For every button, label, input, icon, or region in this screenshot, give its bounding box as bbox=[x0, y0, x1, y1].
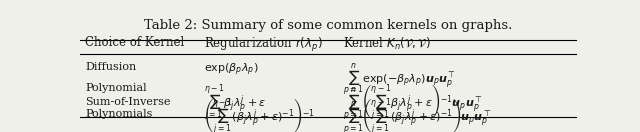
Text: Regularization $r(\lambda_p)$: Regularization $r(\lambda_p)$ bbox=[204, 36, 323, 54]
Text: Kernel $K_n(\mathcal{V}, \mathcal{V})$: Kernel $K_n(\mathcal{V}, \mathcal{V})$ bbox=[343, 36, 431, 52]
Text: $\left(\sum_{j=1}^{\eta-1} (\beta_j \lambda_p^{j} + \epsilon)^{-1}\right)^{-1}$: $\left(\sum_{j=1}^{\eta-1} (\beta_j \lam… bbox=[204, 97, 315, 132]
Text: $\sum_{p=1}^{n} \left(\sum_{j=1}^{\eta-1} \beta_j \lambda_p^{j} + \epsilon\right: $\sum_{p=1}^{n} \left(\sum_{j=1}^{\eta-1… bbox=[343, 83, 483, 123]
Text: Table 2: Summary of some common kernels on graphs.: Table 2: Summary of some common kernels … bbox=[144, 19, 512, 32]
Text: $\sum_{p=1}^{n} \left(\sum_{j=1}^{\eta-1} (\beta_j \lambda_p^{j} + \epsilon)^{-1: $\sum_{p=1}^{n} \left(\sum_{j=1}^{\eta-1… bbox=[343, 97, 492, 132]
Text: $\exp(\beta_p \lambda_p)$: $\exp(\beta_p \lambda_p)$ bbox=[204, 62, 259, 78]
Text: $\sum_{j=1}^{\eta-1} \beta_j \lambda_p^{j} + \epsilon$: $\sum_{j=1}^{\eta-1} \beta_j \lambda_p^{… bbox=[204, 83, 266, 124]
Text: Diffusion: Diffusion bbox=[85, 62, 136, 72]
Text: Choice of Kernel: Choice of Kernel bbox=[85, 36, 184, 49]
Text: $\sum_{p=1}^{n} \exp(-\beta_p \lambda_p) \boldsymbol{u}_p \boldsymbol{u}_p^{\top: $\sum_{p=1}^{n} \exp(-\beta_p \lambda_p)… bbox=[343, 62, 456, 99]
Text: Polynomial: Polynomial bbox=[85, 83, 147, 93]
Text: Sum-of-Inverse
Polynomials: Sum-of-Inverse Polynomials bbox=[85, 97, 170, 119]
